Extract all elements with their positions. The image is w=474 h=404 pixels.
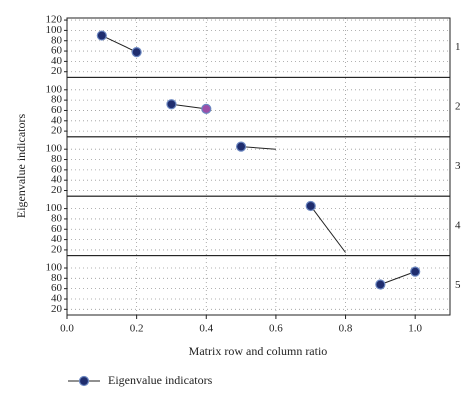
y-tick-label: 20 <box>51 243 63 255</box>
series-line <box>171 103 207 110</box>
y-tick-label: 20 <box>51 125 63 137</box>
x-axis-label: Matrix row and column ratio <box>189 344 328 358</box>
y-axis-label: Eigenvalue indicators <box>14 114 28 219</box>
data-point <box>410 266 421 277</box>
y-tick-label: 60 <box>51 223 63 235</box>
panel-label: 3 <box>455 160 461 172</box>
panel-label: 1 <box>455 41 461 53</box>
series-line <box>380 271 416 285</box>
y-tick-label: 80 <box>51 34 63 46</box>
y-tick-label: 40 <box>51 55 63 67</box>
data-point <box>201 103 212 115</box>
series-line <box>310 205 346 253</box>
panel-frame <box>66 255 451 316</box>
x-tick-label: 0.4 <box>199 323 213 335</box>
y-tick-label: 80 <box>51 272 63 284</box>
y-tick-label: 100 <box>46 262 63 274</box>
y-tick-label: 100 <box>46 143 63 155</box>
legend-marker <box>78 375 90 387</box>
data-point <box>131 46 142 58</box>
y-tick-label: 120 <box>46 14 63 26</box>
y-tick-label: 60 <box>51 282 63 294</box>
data-point <box>96 30 107 41</box>
x-tick-label: 0.2 <box>130 323 144 335</box>
panel-frame <box>66 136 451 197</box>
y-tick-label: 80 <box>51 212 63 224</box>
y-tick-label: 80 <box>51 94 63 106</box>
panel-frame <box>66 195 451 257</box>
data-point <box>305 200 316 212</box>
y-tick-label: 80 <box>51 153 63 165</box>
panel-frame <box>66 76 451 138</box>
y-tick-label: 20 <box>51 184 63 196</box>
data-point <box>375 279 386 290</box>
y-tick-label: 100 <box>46 24 63 36</box>
y-tick-label: 100 <box>46 202 63 214</box>
y-tick-label: 40 <box>51 293 63 305</box>
panel-label: 4 <box>455 219 461 231</box>
y-tick-label: 100 <box>46 83 63 95</box>
x-tick-label: 0.6 <box>269 323 283 335</box>
y-tick-label: 20 <box>51 65 63 77</box>
series-line <box>241 146 276 150</box>
legend-label: Eigenvalue indicators <box>108 373 213 387</box>
y-tick-label: 60 <box>51 163 63 175</box>
data-point <box>166 99 177 110</box>
y-tick-label: 60 <box>51 104 63 116</box>
x-tick-label: 0.8 <box>339 323 353 335</box>
panel-label: 5 <box>455 279 461 291</box>
panel-frame <box>66 17 451 78</box>
y-tick-label: 40 <box>51 233 63 245</box>
data-point <box>235 141 247 152</box>
y-tick-label: 20 <box>51 303 63 315</box>
x-tick-label: 1.0 <box>408 323 422 335</box>
series-line <box>101 35 137 53</box>
panel-label: 2 <box>455 101 461 113</box>
x-tick-label: 0.0 <box>60 323 74 335</box>
y-tick-label: 60 <box>51 45 63 57</box>
y-tick-label: 40 <box>51 114 63 126</box>
y-tick-label: 40 <box>51 174 63 186</box>
